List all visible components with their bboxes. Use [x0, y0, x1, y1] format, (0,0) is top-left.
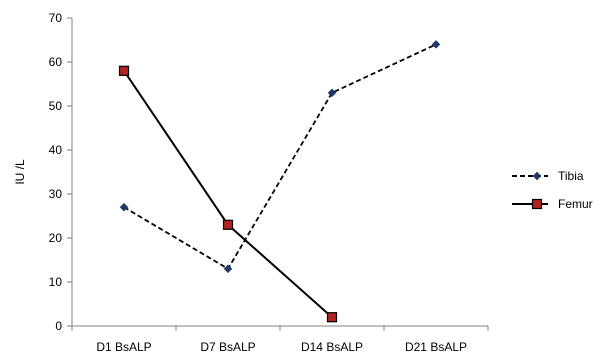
data-point-tibia — [327, 88, 337, 98]
x-tick-label: D1 BsALP — [96, 340, 151, 354]
axes — [71, 18, 488, 327]
y-tick-label: 50 — [49, 99, 63, 113]
series-tibia — [119, 40, 441, 274]
legend-label: Tibia — [558, 169, 584, 183]
series-femur — [118, 65, 338, 323]
data-point-tibia — [223, 264, 233, 274]
x-tick-label: D7 BsALP — [200, 340, 255, 354]
legend-swatch-marker — [532, 171, 542, 181]
series-line-tibia — [123, 43, 437, 271]
y-tick-label: 0 — [55, 319, 62, 333]
y-tick-label: 10 — [49, 275, 63, 289]
x-ticks: D1 BsALP D7 BsALP D14 BsALP D21 BsALP — [71, 326, 489, 354]
y-tick-label: 40 — [49, 143, 63, 157]
data-point-femur — [222, 219, 234, 230]
legend-item-femur: Femur — [512, 197, 593, 211]
y-tick-label: 60 — [49, 55, 63, 69]
data-point-femur — [326, 312, 338, 323]
x-tick-label: D14 BsALP — [301, 340, 363, 354]
y-ticks: 0 10 20 30 40 50 60 70 — [49, 11, 72, 333]
y-axis-title: IU /L — [13, 159, 27, 185]
legend-label: Femur — [558, 197, 593, 211]
x-tick-label: D21 BsALP — [405, 340, 467, 354]
y-tick-label: 20 — [49, 231, 63, 245]
legend: Tibia Femur — [512, 169, 593, 211]
series-line-femur — [123, 70, 333, 318]
y-tick-label: 30 — [49, 187, 63, 201]
data-point-femur — [118, 65, 130, 76]
y-tick-label: 70 — [49, 11, 63, 25]
series-layer — [118, 40, 441, 323]
legend-swatch-marker — [531, 198, 543, 210]
data-point-tibia — [119, 202, 129, 212]
data-point-tibia — [431, 40, 441, 49]
legend-item-tibia: Tibia — [512, 169, 584, 183]
